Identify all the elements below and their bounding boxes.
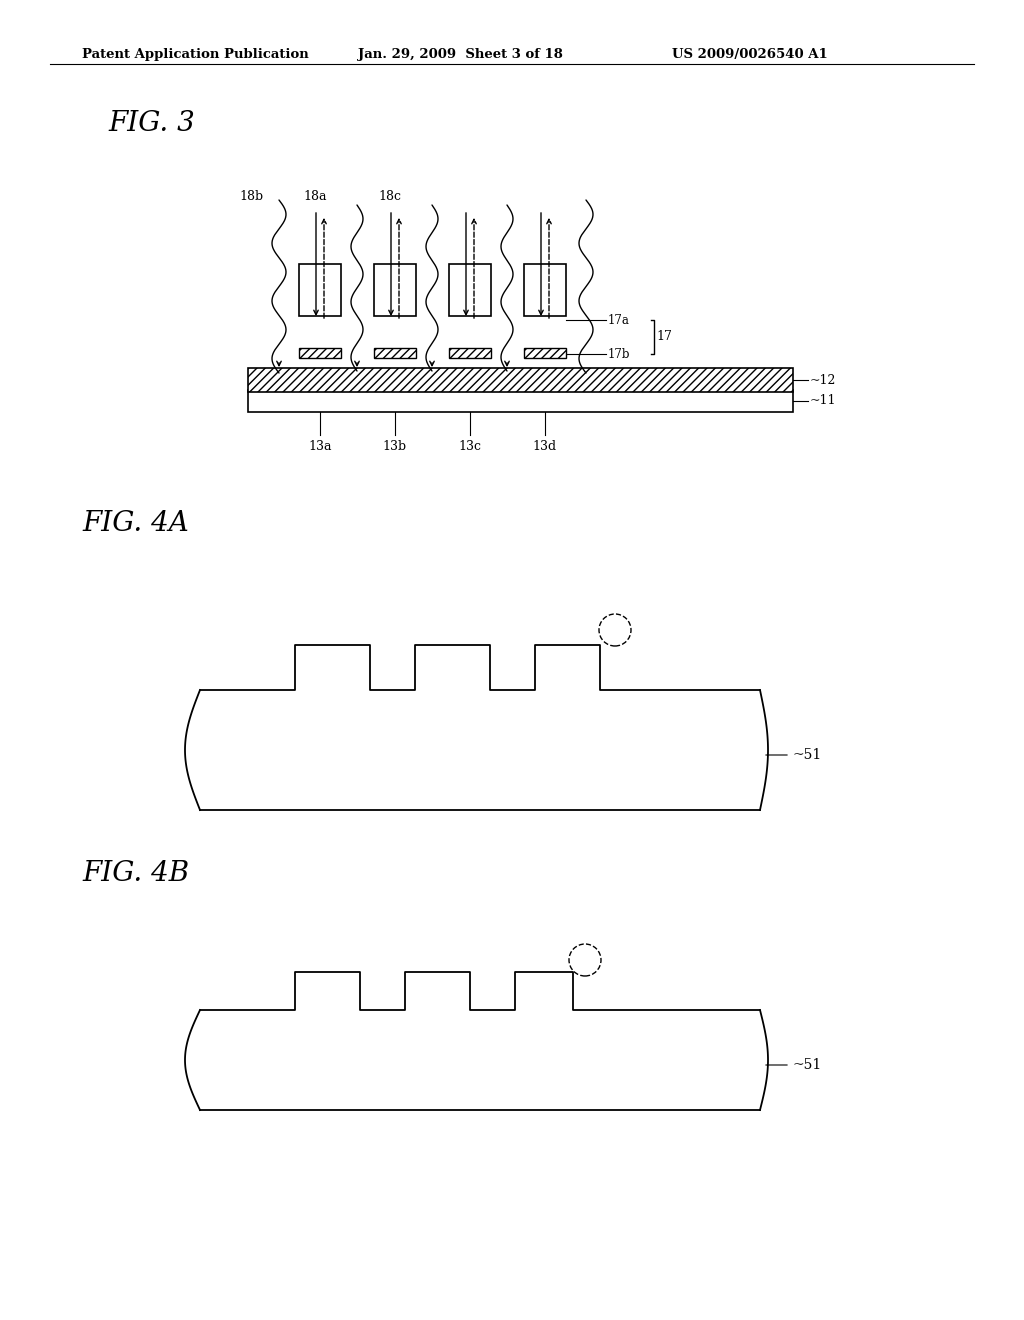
Text: 17b: 17b xyxy=(608,347,631,360)
Bar xyxy=(248,368,793,392)
Text: 13c: 13c xyxy=(459,440,481,453)
Bar xyxy=(299,264,341,315)
Text: ~51: ~51 xyxy=(792,1059,821,1072)
Text: FIG. 4A: FIG. 4A xyxy=(82,510,188,537)
Text: 18a: 18a xyxy=(303,190,327,203)
Text: ~51: ~51 xyxy=(792,748,821,762)
Text: 13b: 13b xyxy=(383,440,408,453)
Text: 13d: 13d xyxy=(532,440,557,453)
Text: Jan. 29, 2009  Sheet 3 of 18: Jan. 29, 2009 Sheet 3 of 18 xyxy=(358,48,563,61)
Bar xyxy=(248,389,793,412)
Bar xyxy=(374,264,416,315)
Bar xyxy=(524,264,566,315)
Text: 18b: 18b xyxy=(240,190,264,203)
Text: FIG. 4B: FIG. 4B xyxy=(82,861,189,887)
Bar xyxy=(374,348,416,358)
Text: ~12: ~12 xyxy=(810,374,837,387)
Text: Patent Application Publication: Patent Application Publication xyxy=(82,48,309,61)
Text: 18c: 18c xyxy=(379,190,401,203)
Text: 17a: 17a xyxy=(608,314,630,326)
Text: ~11: ~11 xyxy=(810,395,837,408)
Bar xyxy=(449,264,490,315)
Bar xyxy=(449,348,490,358)
Bar xyxy=(299,348,341,358)
Text: 17: 17 xyxy=(656,330,672,343)
Text: FIG. 3: FIG. 3 xyxy=(108,110,195,137)
Text: 13a: 13a xyxy=(308,440,332,453)
Text: US 2009/0026540 A1: US 2009/0026540 A1 xyxy=(672,48,827,61)
Bar xyxy=(524,348,566,358)
